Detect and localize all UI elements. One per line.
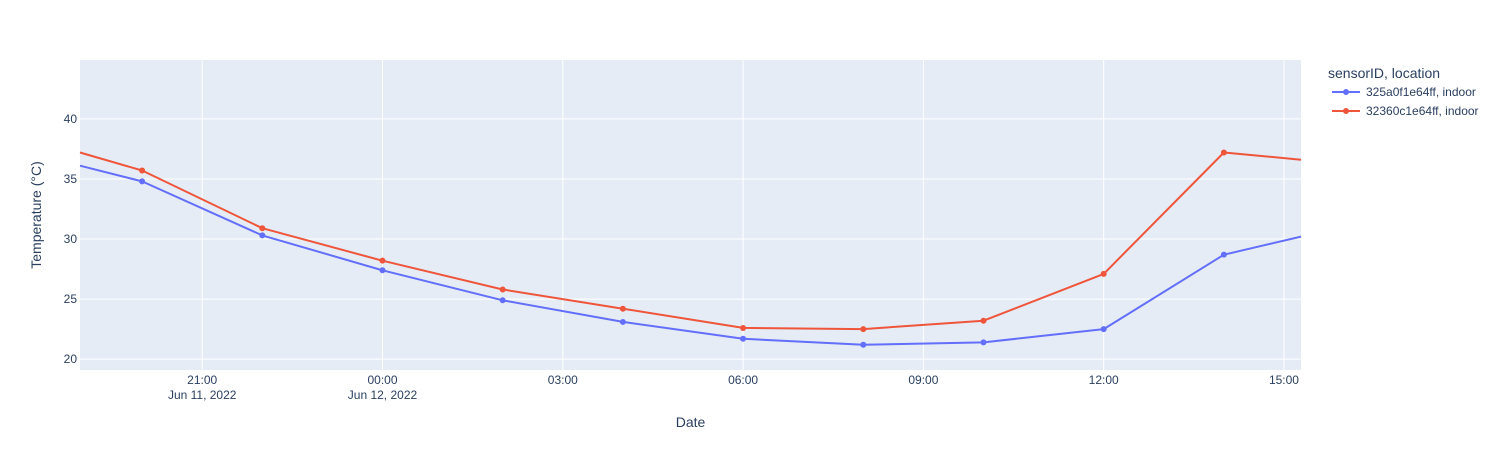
y-tick-label: 30 (64, 232, 78, 246)
x-axis-title: Date (676, 414, 706, 430)
x-tick-label: 00:00 (367, 373, 397, 387)
data-point (1220, 149, 1227, 156)
y-tick-label: 40 (64, 112, 78, 126)
data-point (139, 167, 146, 174)
x-tick-label: 06:00 (728, 373, 758, 387)
legend-items: 325a0f1e64ff, indoor 32360c1e64ff, indoor (1332, 85, 1479, 118)
data-point (860, 341, 867, 348)
x-tick-label: 21:00 (187, 373, 217, 387)
data-point (980, 339, 987, 346)
series-line (79, 151, 1302, 331)
data-point (740, 335, 747, 342)
data-point (619, 305, 626, 312)
data-point (1220, 251, 1227, 258)
x-tick-label: 09:00 (908, 373, 938, 387)
grid-lines (80, 60, 1301, 370)
plot-background (80, 60, 1301, 370)
x-tick-label: 12:00 (1089, 373, 1119, 387)
y-tick-label: 25 (64, 292, 78, 306)
data-point (259, 225, 266, 232)
data-point (1100, 326, 1107, 333)
data-point (619, 318, 626, 325)
data-point (379, 267, 386, 274)
legend-marker (1343, 108, 1349, 114)
data-point (1100, 270, 1107, 277)
data-point (860, 326, 867, 333)
data-point (499, 286, 506, 293)
legend-marker (1343, 89, 1349, 95)
y-axis-title: Temperature (°C) (28, 161, 44, 269)
data-point (379, 257, 386, 264)
legend-label: 325a0f1e64ff, indoor (1366, 85, 1476, 99)
series-2 (79, 149, 1302, 333)
legend-item-1: 325a0f1e64ff, indoor (1332, 85, 1476, 99)
y-tick-label: 20 (64, 352, 78, 366)
legend-item-2: 32360c1e64ff, indoor (1332, 104, 1479, 118)
data-point (499, 297, 506, 304)
x-tick-date-label: Jun 12, 2022 (348, 388, 418, 402)
data-point (139, 178, 146, 185)
data-point (980, 317, 987, 324)
x-tick-date-label: Jun 11, 2022 (168, 388, 237, 402)
legend-title: sensorID, location (1328, 65, 1440, 81)
x-tick-label: 15:00 (1269, 373, 1299, 387)
data-point (259, 232, 266, 239)
legend: sensorID, location 325a0f1e64ff, indoor3… (1328, 65, 1479, 118)
x-tick-label: 03:00 (548, 373, 578, 387)
series-layer (79, 149, 1302, 348)
legend-label: 32360c1e64ff, indoor (1366, 104, 1479, 118)
data-point (740, 324, 747, 331)
y-tick-label: 35 (64, 172, 78, 186)
series-line (79, 164, 1302, 346)
series-1 (79, 164, 1302, 348)
y-axis-ticks: 20 25 30 35 40 (64, 112, 78, 366)
